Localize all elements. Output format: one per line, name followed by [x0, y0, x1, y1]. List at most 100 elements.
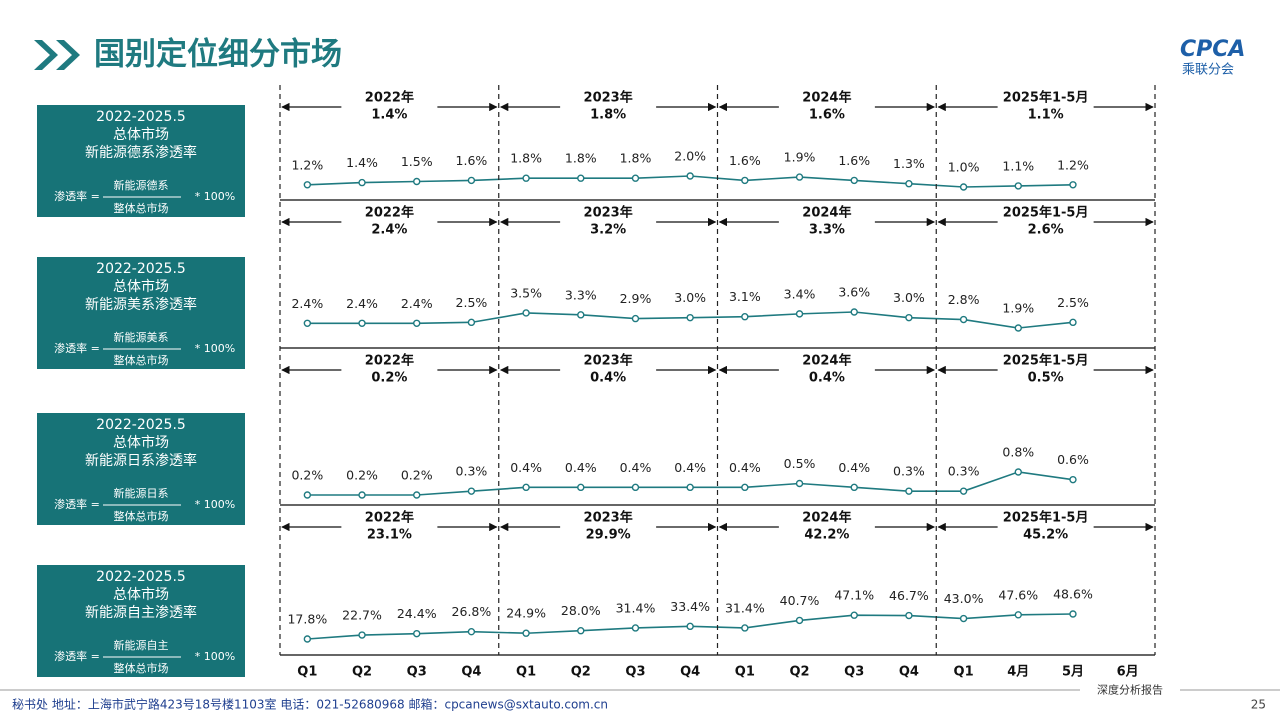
- x-tick-label: 6月: [1117, 665, 1139, 680]
- period-value: 0.4%: [809, 371, 845, 386]
- data-point: [358, 178, 366, 187]
- data-point: [303, 491, 312, 499]
- data-label: 2.9%: [620, 291, 652, 306]
- box-title: 新能源德系渗透率: [85, 144, 197, 161]
- x-tick-label: 4月: [1007, 665, 1029, 680]
- data-point: [850, 308, 858, 316]
- formula-denominator: 整体总市场: [114, 509, 169, 523]
- data-point: [358, 631, 366, 639]
- data-point: [577, 483, 585, 492]
- data-label: 40.7%: [780, 593, 820, 608]
- box-period: 2022-2025.5: [96, 569, 186, 585]
- period-label: 2022年: [365, 205, 414, 221]
- period-value: 1.4%: [371, 108, 407, 123]
- period-label: 2025年1-5月: [1003, 510, 1089, 526]
- x-tick-label: Q4: [680, 665, 700, 680]
- data-label: 0.4%: [729, 460, 761, 475]
- footer-text: 秘书处 地址：上海市武宁路423号18号楼1103室 电话：021-526809…: [12, 697, 608, 712]
- data-point: [686, 622, 694, 631]
- data-label: 1.6%: [838, 153, 870, 168]
- logo: CPCA: [1180, 37, 1245, 62]
- data-label: 0.3%: [948, 464, 980, 479]
- data-point: [413, 319, 421, 327]
- data-point: [1069, 318, 1077, 327]
- info-box: [37, 105, 245, 217]
- data-label: 48.6%: [1053, 587, 1093, 602]
- formula-label: 渗透率 =: [54, 341, 100, 355]
- data-label: 1.0%: [948, 160, 980, 175]
- period-label: 2024年: [802, 510, 851, 526]
- data-label: 0.8%: [1002, 445, 1034, 460]
- data-point: [1014, 182, 1022, 190]
- period-value: 1.6%: [809, 108, 845, 123]
- data-point: [1069, 475, 1077, 484]
- data-label: 0.4%: [838, 460, 870, 475]
- formula-numerator: 新能源日系: [114, 486, 169, 500]
- box-period: 2022-2025.5: [96, 417, 186, 433]
- data-point: [631, 174, 640, 182]
- period-label: 2024年: [802, 90, 851, 106]
- data-point: [631, 314, 640, 323]
- box-title: 新能源自主渗透率: [85, 604, 197, 621]
- formula-multiplier: * 100%: [195, 650, 235, 663]
- period-value: 3.3%: [809, 223, 845, 238]
- data-point: [467, 176, 476, 185]
- data-label: 31.4%: [725, 600, 765, 615]
- period-label: 2024年: [802, 353, 851, 369]
- data-label: 2.0%: [674, 149, 706, 164]
- box-title: 新能源美系渗透率: [85, 296, 197, 313]
- data-label: 0.4%: [510, 460, 542, 475]
- x-tick-label: Q2: [789, 665, 809, 680]
- info-box: [37, 413, 245, 525]
- data-label: 0.2%: [401, 468, 433, 483]
- data-label: 0.4%: [674, 460, 706, 475]
- data-label: 1.3%: [893, 156, 925, 171]
- period-label: 2025年1-5月: [1003, 353, 1089, 369]
- period-value: 2.6%: [1028, 223, 1064, 238]
- data-label: 1.6%: [456, 153, 488, 168]
- data-label: 0.4%: [620, 460, 652, 475]
- data-point: [959, 487, 968, 495]
- period-label: 2023年: [584, 353, 633, 369]
- formula-denominator: 整体总市场: [114, 353, 169, 367]
- period-value: 3.2%: [590, 223, 626, 238]
- data-label: 3.6%: [838, 285, 870, 300]
- data-label: 33.4%: [670, 599, 710, 614]
- data-label: 2.5%: [1057, 295, 1089, 310]
- period-value: 45.2%: [1023, 528, 1068, 543]
- x-tick-label: Q3: [407, 665, 427, 680]
- data-label: 3.4%: [784, 286, 816, 301]
- x-tick-label: Q1: [297, 665, 317, 680]
- data-point: [850, 611, 858, 619]
- data-label: 2.4%: [346, 296, 378, 311]
- data-label: 3.1%: [729, 289, 761, 304]
- period-value: 29.9%: [586, 528, 631, 543]
- data-label: 43.0%: [944, 591, 984, 606]
- data-label: 2.4%: [401, 296, 433, 311]
- x-tick-label: 5月: [1062, 665, 1084, 680]
- data-point: [959, 614, 968, 623]
- data-label: 1.2%: [1057, 157, 1089, 172]
- page-number: 25: [1251, 698, 1266, 712]
- data-label: 31.4%: [616, 600, 656, 615]
- data-point: [631, 624, 640, 632]
- data-point: [577, 311, 585, 319]
- info-box: [37, 565, 245, 677]
- box-scope: 总体市场: [113, 434, 169, 451]
- data-point: [795, 479, 804, 488]
- period-label: 2024年: [802, 205, 851, 221]
- data-label: 2.8%: [948, 292, 980, 307]
- formula-label: 渗透率 =: [54, 189, 100, 203]
- data-point: [631, 483, 640, 492]
- box-period: 2022-2025.5: [96, 261, 186, 277]
- period-label: 2022年: [365, 353, 414, 369]
- data-label: 2.4%: [291, 296, 323, 311]
- period-label: 2025年1-5月: [1003, 90, 1089, 106]
- data-label: 1.9%: [784, 150, 816, 165]
- data-label: 0.2%: [346, 468, 378, 483]
- box-scope: 总体市场: [113, 586, 169, 603]
- data-point: [905, 313, 913, 322]
- data-point: [1014, 468, 1022, 476]
- data-point: [850, 176, 858, 185]
